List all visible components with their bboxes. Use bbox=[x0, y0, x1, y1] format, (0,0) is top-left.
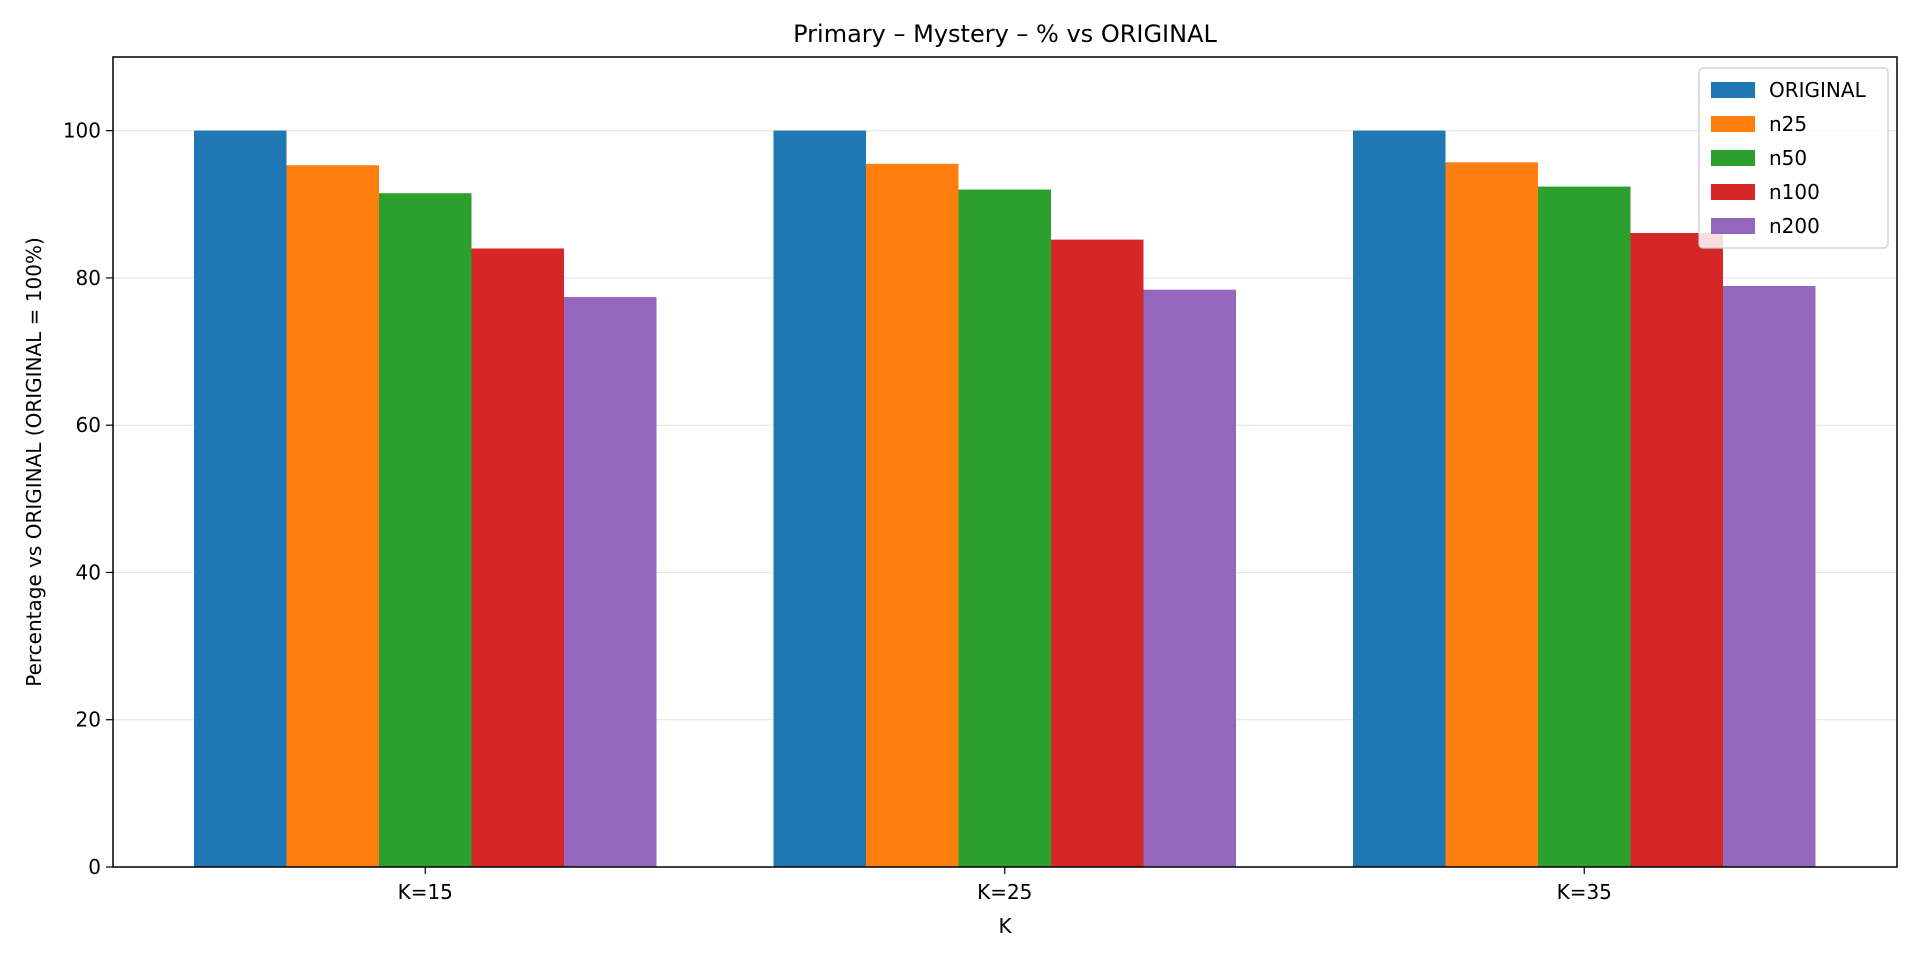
legend-label: n25 bbox=[1769, 112, 1807, 136]
chart-title: Primary – Mystery – % vs ORIGINAL bbox=[793, 20, 1217, 48]
legend-swatch-n25 bbox=[1711, 116, 1755, 132]
bar-n200-K=35 bbox=[1723, 286, 1816, 867]
y-tick-label: 40 bbox=[76, 560, 101, 584]
legend-label: n200 bbox=[1769, 214, 1820, 238]
y-tick-label: 20 bbox=[76, 708, 101, 732]
y-axis-label: Percentage vs ORIGINAL (ORIGINAL = 100%) bbox=[22, 237, 46, 687]
bar-n50-K=35 bbox=[1538, 186, 1631, 868]
x-tick-label: K=15 bbox=[398, 880, 453, 904]
legend-swatch-ORIGINAL bbox=[1711, 82, 1755, 98]
y-tick-label: 60 bbox=[76, 413, 101, 437]
legend-label: n100 bbox=[1769, 180, 1820, 204]
bar-ORIGINAL-K=25 bbox=[773, 130, 866, 868]
bar-n200-K=15 bbox=[564, 297, 657, 867]
x-tick-label: K=35 bbox=[1557, 880, 1612, 904]
bar-n25-K=35 bbox=[1445, 162, 1538, 868]
legend: ORIGINAL n25 n50 n100 n200 bbox=[1698, 67, 1889, 249]
bar-n200-K=25 bbox=[1143, 289, 1236, 867]
bar-n100-K=35 bbox=[1630, 232, 1723, 867]
y-tick-label: 0 bbox=[88, 855, 101, 879]
bar-n100-K=15 bbox=[471, 248, 564, 868]
bar-n25-K=15 bbox=[286, 165, 379, 867]
y-axis: 0 20 40 60 80 100 bbox=[63, 119, 113, 879]
bar-n100-K=25 bbox=[1051, 239, 1144, 868]
x-tick-label: K=25 bbox=[977, 880, 1032, 904]
bar-n50-K=25 bbox=[958, 189, 1051, 867]
x-axis-label: K bbox=[998, 914, 1012, 938]
y-tick-label: 100 bbox=[63, 119, 101, 143]
legend-box bbox=[1698, 67, 1889, 249]
y-tick-label: 80 bbox=[76, 266, 101, 290]
bar-ORIGINAL-K=15 bbox=[194, 130, 287, 868]
legend-label: n50 bbox=[1769, 146, 1807, 170]
bar-n50-K=15 bbox=[379, 193, 472, 867]
bar-ORIGINAL-K=35 bbox=[1353, 130, 1446, 868]
bars bbox=[194, 130, 1816, 868]
x-axis: K=15 K=25 K=35 bbox=[398, 867, 1612, 904]
legend-swatch-n200 bbox=[1711, 218, 1755, 234]
legend-label: ORIGINAL bbox=[1769, 78, 1867, 102]
bar-n25-K=25 bbox=[866, 163, 959, 868]
legend-swatch-n50 bbox=[1711, 150, 1755, 166]
legend-swatch-n100 bbox=[1711, 184, 1755, 200]
